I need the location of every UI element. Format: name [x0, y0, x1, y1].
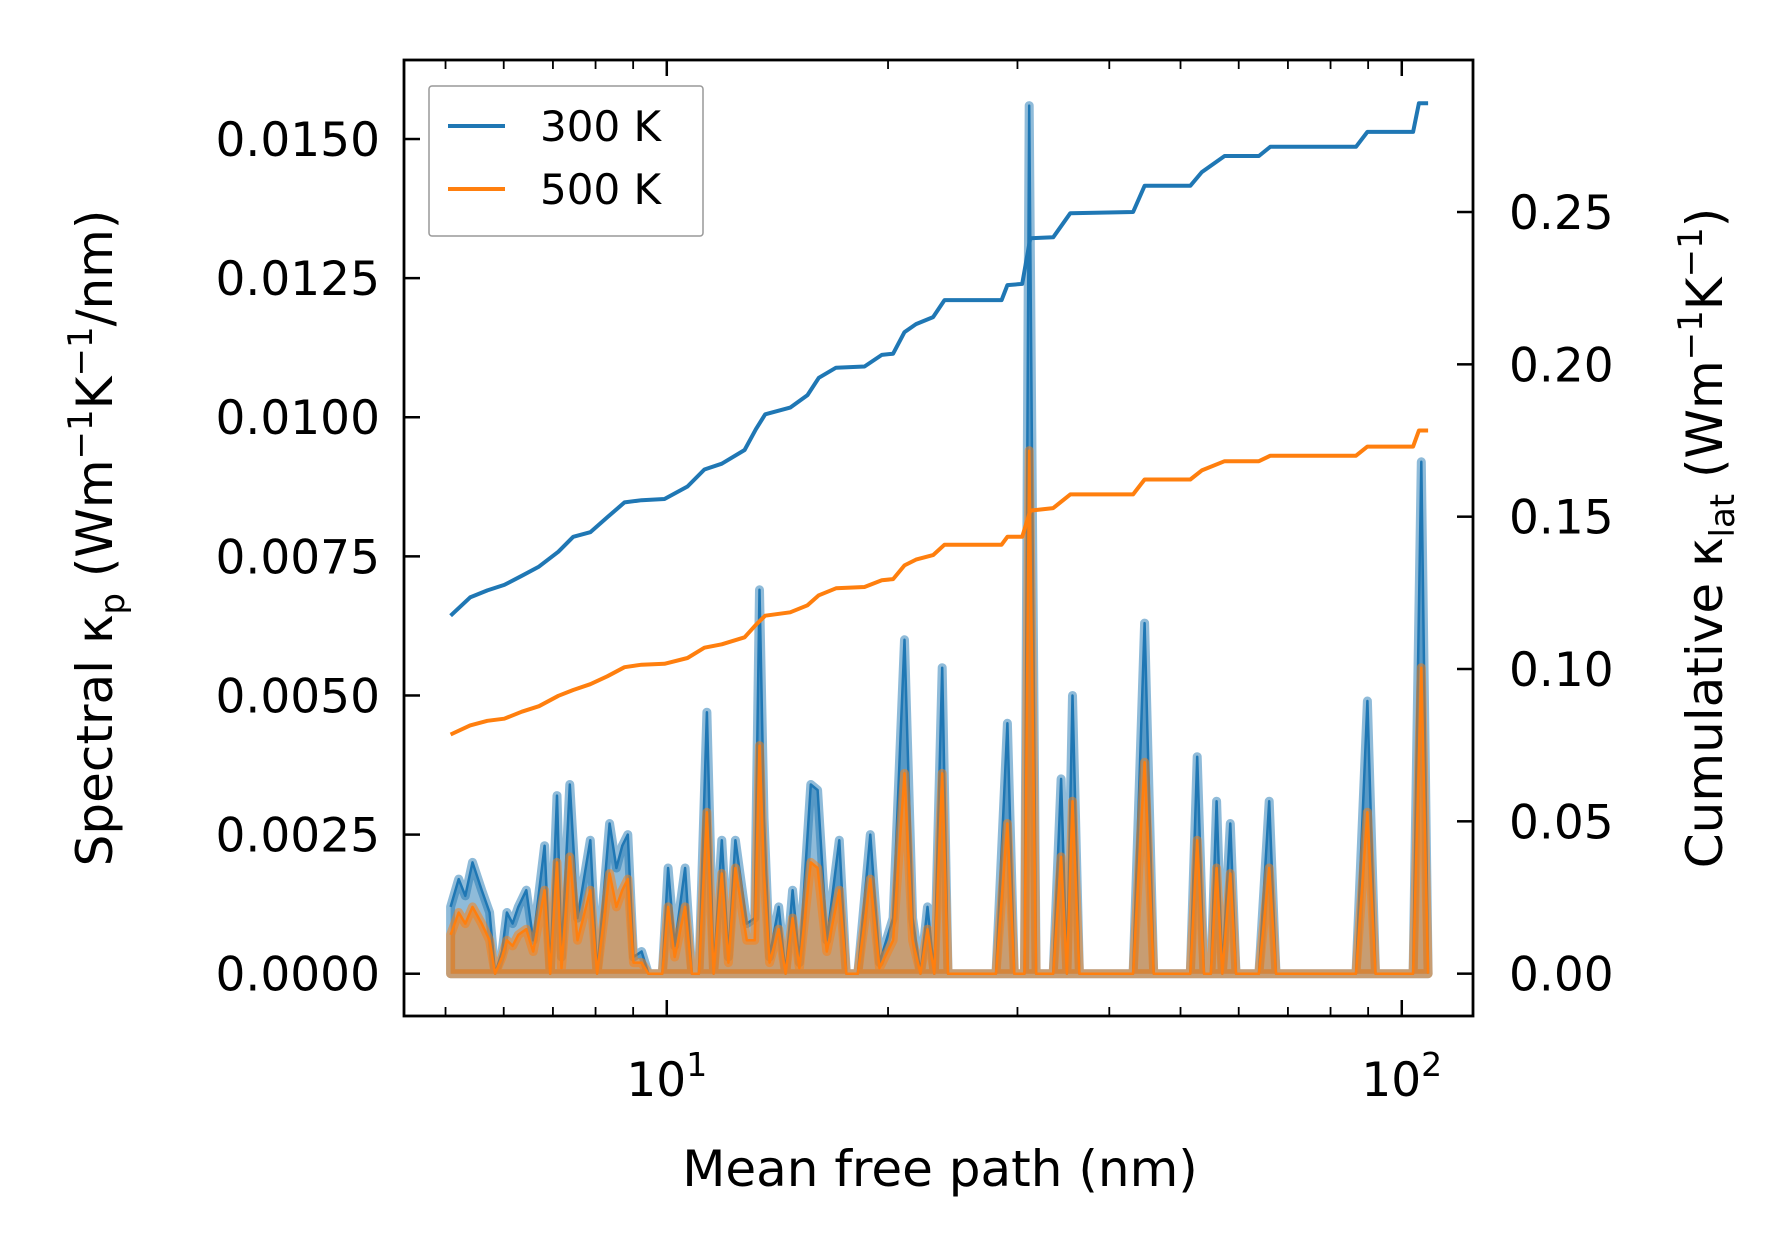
cumulative-line-300k: [449, 101, 1429, 618]
x-tick-label: 101: [626, 1045, 707, 1108]
legend-label-300k: 300 K: [540, 102, 663, 151]
y-tick-label: 0.0075: [216, 530, 380, 585]
y-tick-label: 0.0100: [216, 391, 380, 446]
y2-tick-label: 0.25: [1509, 186, 1614, 241]
plot-area: [446, 101, 1433, 979]
x-axis-label: Mean free path (nm): [682, 1140, 1198, 1198]
x-tick-base: 10: [1361, 1053, 1421, 1108]
cumulative-line-500k: [449, 428, 1429, 737]
axis-ticks: 0.0000 0.0025 0.0050 0.0075 0.0100 0.0125 0.01…: [216, 60, 1614, 1108]
y2-axis-label: Cumulative κlat (Wm−1K−1): [1671, 208, 1743, 868]
y-tick-label: 0.0000: [216, 948, 380, 1003]
y2-tick-label: 0.10: [1509, 643, 1614, 698]
legend: 300 K 500 K: [428, 85, 704, 237]
x-tick-exp: 2: [1421, 1045, 1442, 1084]
y2-tick-label: 0.00: [1509, 948, 1614, 1003]
x-tick-label: 102: [1361, 1045, 1442, 1108]
y2-tick-label: 0.05: [1509, 795, 1614, 850]
axes-frame: [402, 58, 1475, 1018]
legend-box: [428, 85, 704, 237]
y-tick-label: 0.0050: [216, 669, 380, 724]
y2-tick-label: 0.15: [1509, 491, 1614, 546]
y-tick-label: 0.0125: [216, 252, 380, 307]
y-tick-label: 0.0150: [216, 113, 380, 168]
legend-label-500k: 500 K: [540, 165, 663, 214]
y2-tick-label: 0.20: [1509, 338, 1614, 393]
x-tick-base: 10: [626, 1053, 686, 1108]
y-tick-label: 0.0025: [216, 809, 380, 864]
x-tick-exp: 1: [686, 1045, 707, 1084]
y-axis-label: Spectral κp (Wm−1K−1/nm): [61, 210, 133, 867]
